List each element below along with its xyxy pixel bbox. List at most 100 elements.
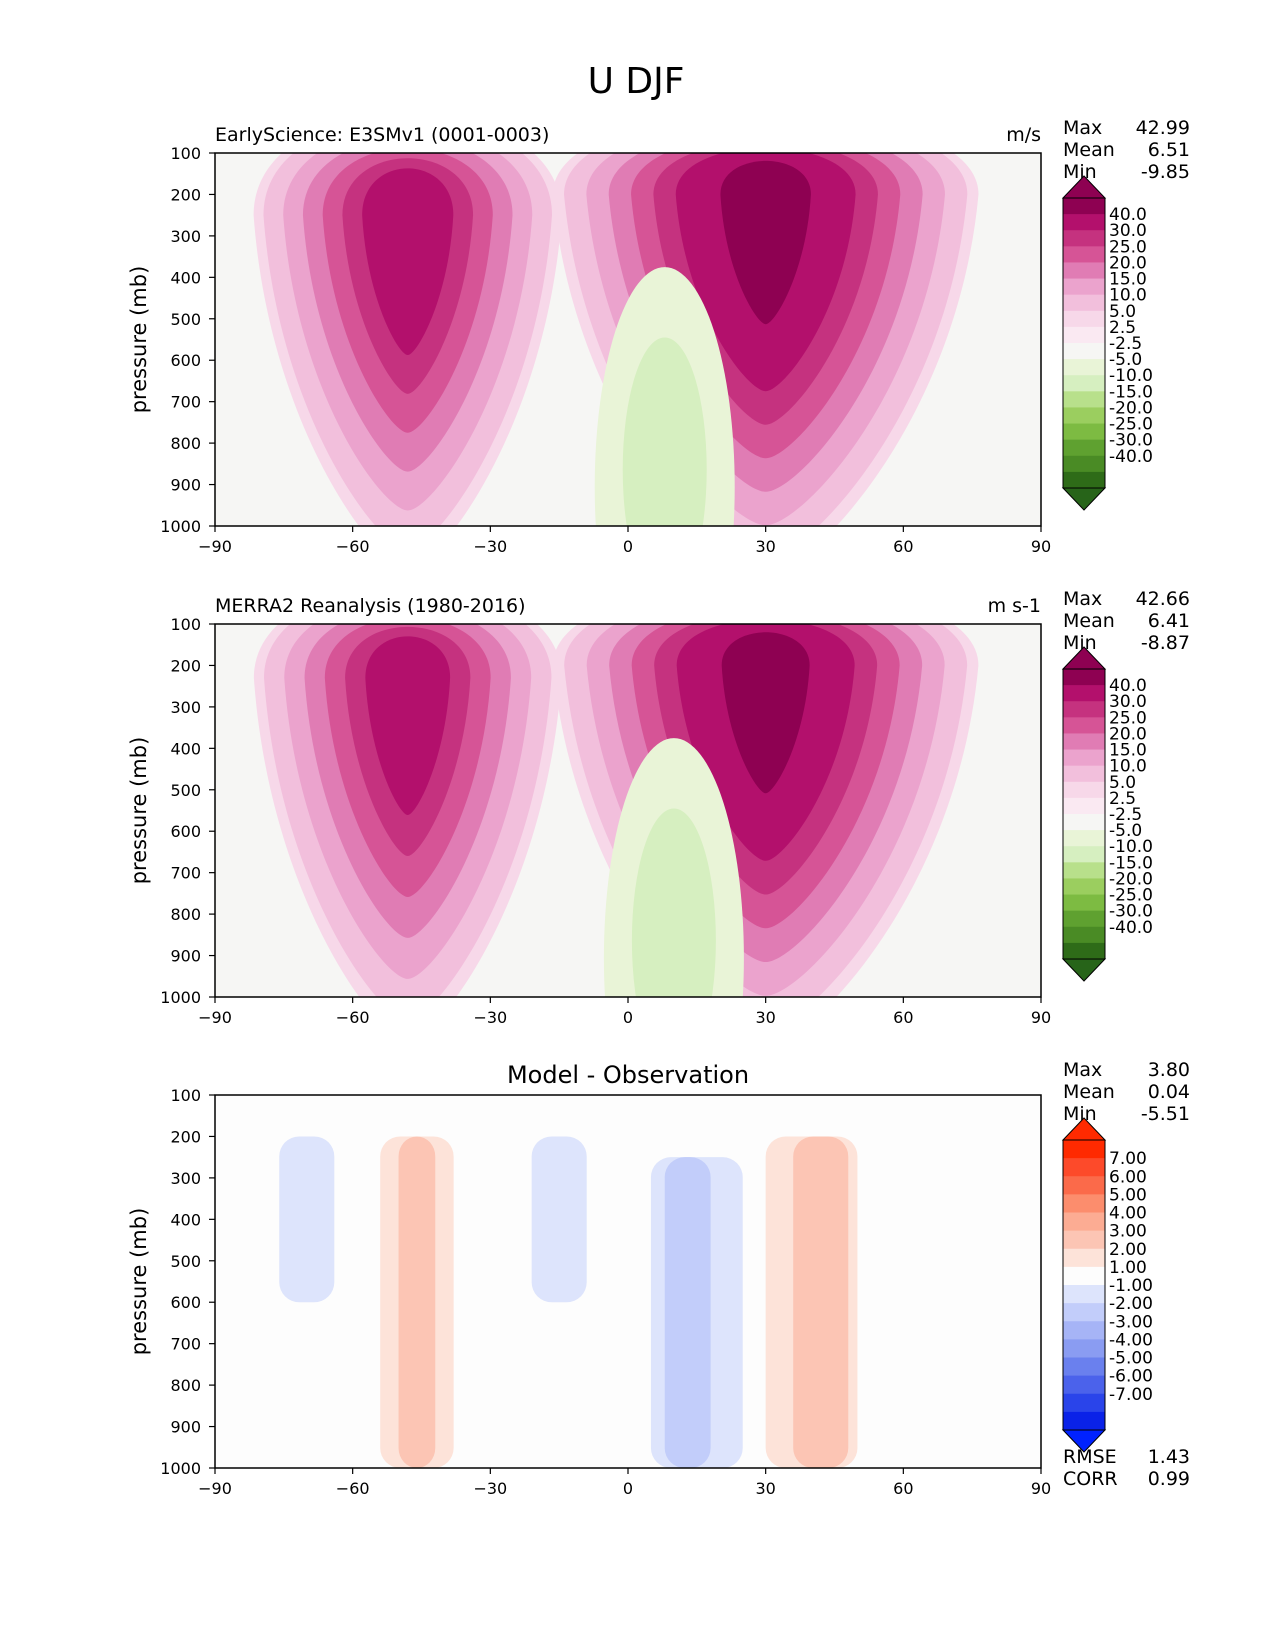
x-tick-label: 30 [755, 537, 775, 556]
y-tick-label: 1000 [160, 1459, 201, 1478]
y-tick-label: 300 [170, 698, 201, 717]
y-tick-label: 800 [170, 905, 201, 924]
colorbar-segment [1063, 1411, 1105, 1431]
colorbar-tick-label: -25.0 [1109, 886, 1153, 906]
colorbar-tick-label: 15.0 [1109, 270, 1147, 290]
y-tick-label: 200 [170, 185, 201, 204]
colorbar-segment [1063, 765, 1105, 783]
colorbar-segment [1063, 343, 1105, 360]
x-tick-label: 90 [1031, 1479, 1051, 1498]
colorbar-tick-label: -30.0 [1109, 431, 1153, 451]
colorbar-segment [1063, 326, 1105, 344]
x-tick-label: 90 [1031, 537, 1051, 556]
figure-title: U DJF [588, 61, 685, 102]
colorbar-segment [1063, 1339, 1105, 1358]
colorbar-tick-label: 40.0 [1109, 676, 1147, 696]
colorbar-segment [1063, 439, 1105, 457]
x-tick-label: 0 [623, 537, 633, 556]
y-tick-label: 500 [170, 1252, 201, 1271]
colorbar-segment [1063, 846, 1105, 863]
colorbar-tick-label: 4.00 [1109, 1204, 1147, 1224]
x-tick-label: 0 [623, 1479, 633, 1498]
x-tick-label: 60 [893, 537, 913, 556]
panel-title: MERRA2 Reanalysis (1980-2016) [215, 595, 526, 617]
colorbar-tick-label: -2.5 [1109, 334, 1142, 354]
y-tick-label: 200 [170, 1127, 201, 1146]
y-tick-label: 1000 [160, 517, 201, 536]
colorbar-tick-label: 5.00 [1109, 1185, 1147, 1205]
panel-title: Model - Observation [507, 1061, 749, 1089]
colorbar-tick-label: -20.0 [1109, 398, 1153, 418]
colorbar-segment [1063, 455, 1105, 473]
panel-title: EarlyScience: E3SMv1 (0001-0003) [215, 124, 549, 146]
colorbar-segment [1063, 669, 1105, 686]
colorbar-tick-label: 7.00 [1109, 1149, 1147, 1169]
contour-level-30 [362, 168, 454, 356]
x-tick-label: 30 [755, 1008, 775, 1027]
colorbar-segment [1063, 391, 1105, 408]
colorbar-segment [1063, 942, 1105, 960]
colorbar-tick-label: -2.5 [1109, 805, 1142, 825]
x-tick-label: 30 [755, 1479, 775, 1498]
colorbar-tick-label: 30.0 [1109, 221, 1147, 241]
stat-value-mean: 0.04 [1148, 1081, 1190, 1103]
y-tick-label: 400 [170, 1210, 201, 1229]
y-tick-label: 400 [170, 268, 201, 287]
colorbar-segment [1063, 1303, 1105, 1322]
colorbar-frame [1062, 668, 1106, 960]
colorbar-tick-label: 10.0 [1109, 757, 1147, 777]
contour-field [279, 1136, 858, 1468]
stat-label-max: Max [1063, 588, 1102, 610]
x-tick-label: −60 [336, 1008, 370, 1027]
colorbar-frame [1062, 1139, 1106, 1431]
colorbar-tick-label: -4.00 [1109, 1330, 1153, 1350]
contour-level-40 [720, 160, 811, 325]
colorbar-segment [1063, 1266, 1105, 1286]
colorbar: 7.006.005.004.003.002.001.00-1.00-2.00-3… [1061, 1117, 1153, 1453]
stat-label-mean: Mean [1063, 139, 1115, 161]
colorbar-segment [1063, 359, 1105, 376]
stat-value-max: 3.80 [1148, 1059, 1190, 1081]
jet-southern [253, 153, 562, 526]
stat-value-max: 42.66 [1136, 588, 1190, 610]
x-tick-label: −30 [473, 537, 507, 556]
y-axis-label: pressure (mb) [127, 266, 151, 414]
y-axis-label: pressure (mb) [127, 1208, 151, 1356]
colorbar-segment [1063, 910, 1105, 928]
colorbar-segment [1063, 310, 1105, 328]
y-tick-label: 500 [170, 310, 201, 329]
colorbar-segment [1063, 814, 1105, 831]
colorbar-segment [1063, 894, 1105, 912]
difference-band-positive-4 [793, 1136, 849, 1468]
units-label: m s-1 [988, 595, 1041, 617]
y-tick-label: 800 [170, 1376, 201, 1395]
colorbar-segment [1063, 1321, 1105, 1340]
colorbar-segment [1063, 1248, 1105, 1268]
x-tick-label: 0 [623, 1008, 633, 1027]
x-tick-label: −30 [473, 1008, 507, 1027]
contour-level-30 [365, 636, 451, 816]
y-tick-label: 100 [170, 615, 201, 634]
colorbar-tick-label: -30.0 [1109, 902, 1153, 922]
contour-level-neg-5 [631, 808, 716, 997]
colorbar-tick-label: 10.0 [1109, 286, 1147, 306]
stat-label-min: Min [1063, 1103, 1097, 1125]
colorbar-segment [1063, 830, 1105, 847]
y-tick-label: 700 [170, 864, 201, 883]
colorbar-tick-label: -40.0 [1109, 447, 1153, 467]
colorbar-segment [1063, 246, 1105, 263]
stat-label-max: Max [1063, 117, 1102, 139]
colorbar-segment [1063, 862, 1105, 879]
x-tick-label: −60 [336, 537, 370, 556]
colorbar-segment [1063, 701, 1105, 718]
colorbar-tick-label: -20.0 [1109, 869, 1153, 889]
colorbar-segment [1063, 1357, 1105, 1377]
colorbar-frame [1062, 197, 1106, 489]
colorbar-tick-label: 2.5 [1109, 789, 1136, 809]
colorbar-segment [1063, 230, 1105, 247]
colorbar-segment [1063, 717, 1105, 734]
colorbar-extend-min [1061, 958, 1107, 982]
colorbar-tick-label: 5.0 [1109, 773, 1136, 793]
panel-1: EarlyScience: E3SMv1 (0001-0003) m/s 100 20… [127, 117, 1190, 556]
